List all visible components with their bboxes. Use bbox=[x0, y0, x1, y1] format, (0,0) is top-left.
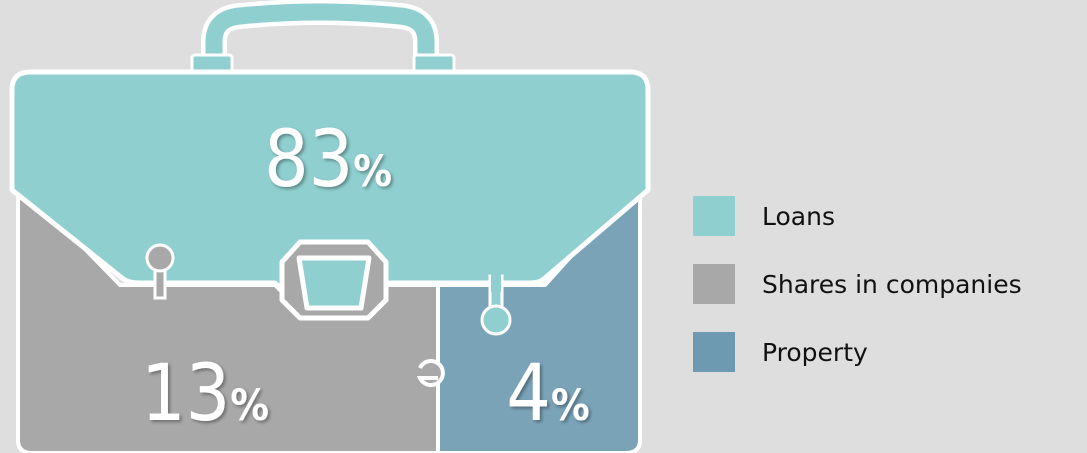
value-label-shares-in-companies: 13% bbox=[141, 349, 269, 439]
legend-swatch-property bbox=[693, 332, 735, 372]
value-label-loans: 83% bbox=[264, 115, 392, 205]
legend-swatch-loans bbox=[693, 196, 735, 236]
value-label-property: 4% bbox=[506, 349, 589, 439]
legend-label-shares-in-companies: Shares in companies bbox=[762, 269, 1022, 299]
briefcase-graphic: 83% 13% 4% bbox=[9, 0, 651, 453]
flap-tab-right bbox=[480, 272, 512, 336]
legend-item-property: Property bbox=[693, 332, 1022, 372]
clasp-icon bbox=[279, 239, 389, 321]
percentage-labels: 83% 13% 4% bbox=[141, 115, 590, 439]
legend-item-loans: Loans bbox=[693, 196, 1022, 236]
legend-label-property: Property bbox=[762, 337, 868, 367]
puzzle-knob-left bbox=[416, 359, 445, 387]
legend-item-shares-in-companies: Shares in companies bbox=[693, 264, 1022, 304]
legend-label-loans: Loans bbox=[762, 201, 835, 231]
legend-swatch-shares-in-companies bbox=[693, 264, 735, 304]
legend: Loans Shares in companies Property bbox=[693, 196, 1022, 372]
flap-tab-left bbox=[145, 243, 175, 300]
